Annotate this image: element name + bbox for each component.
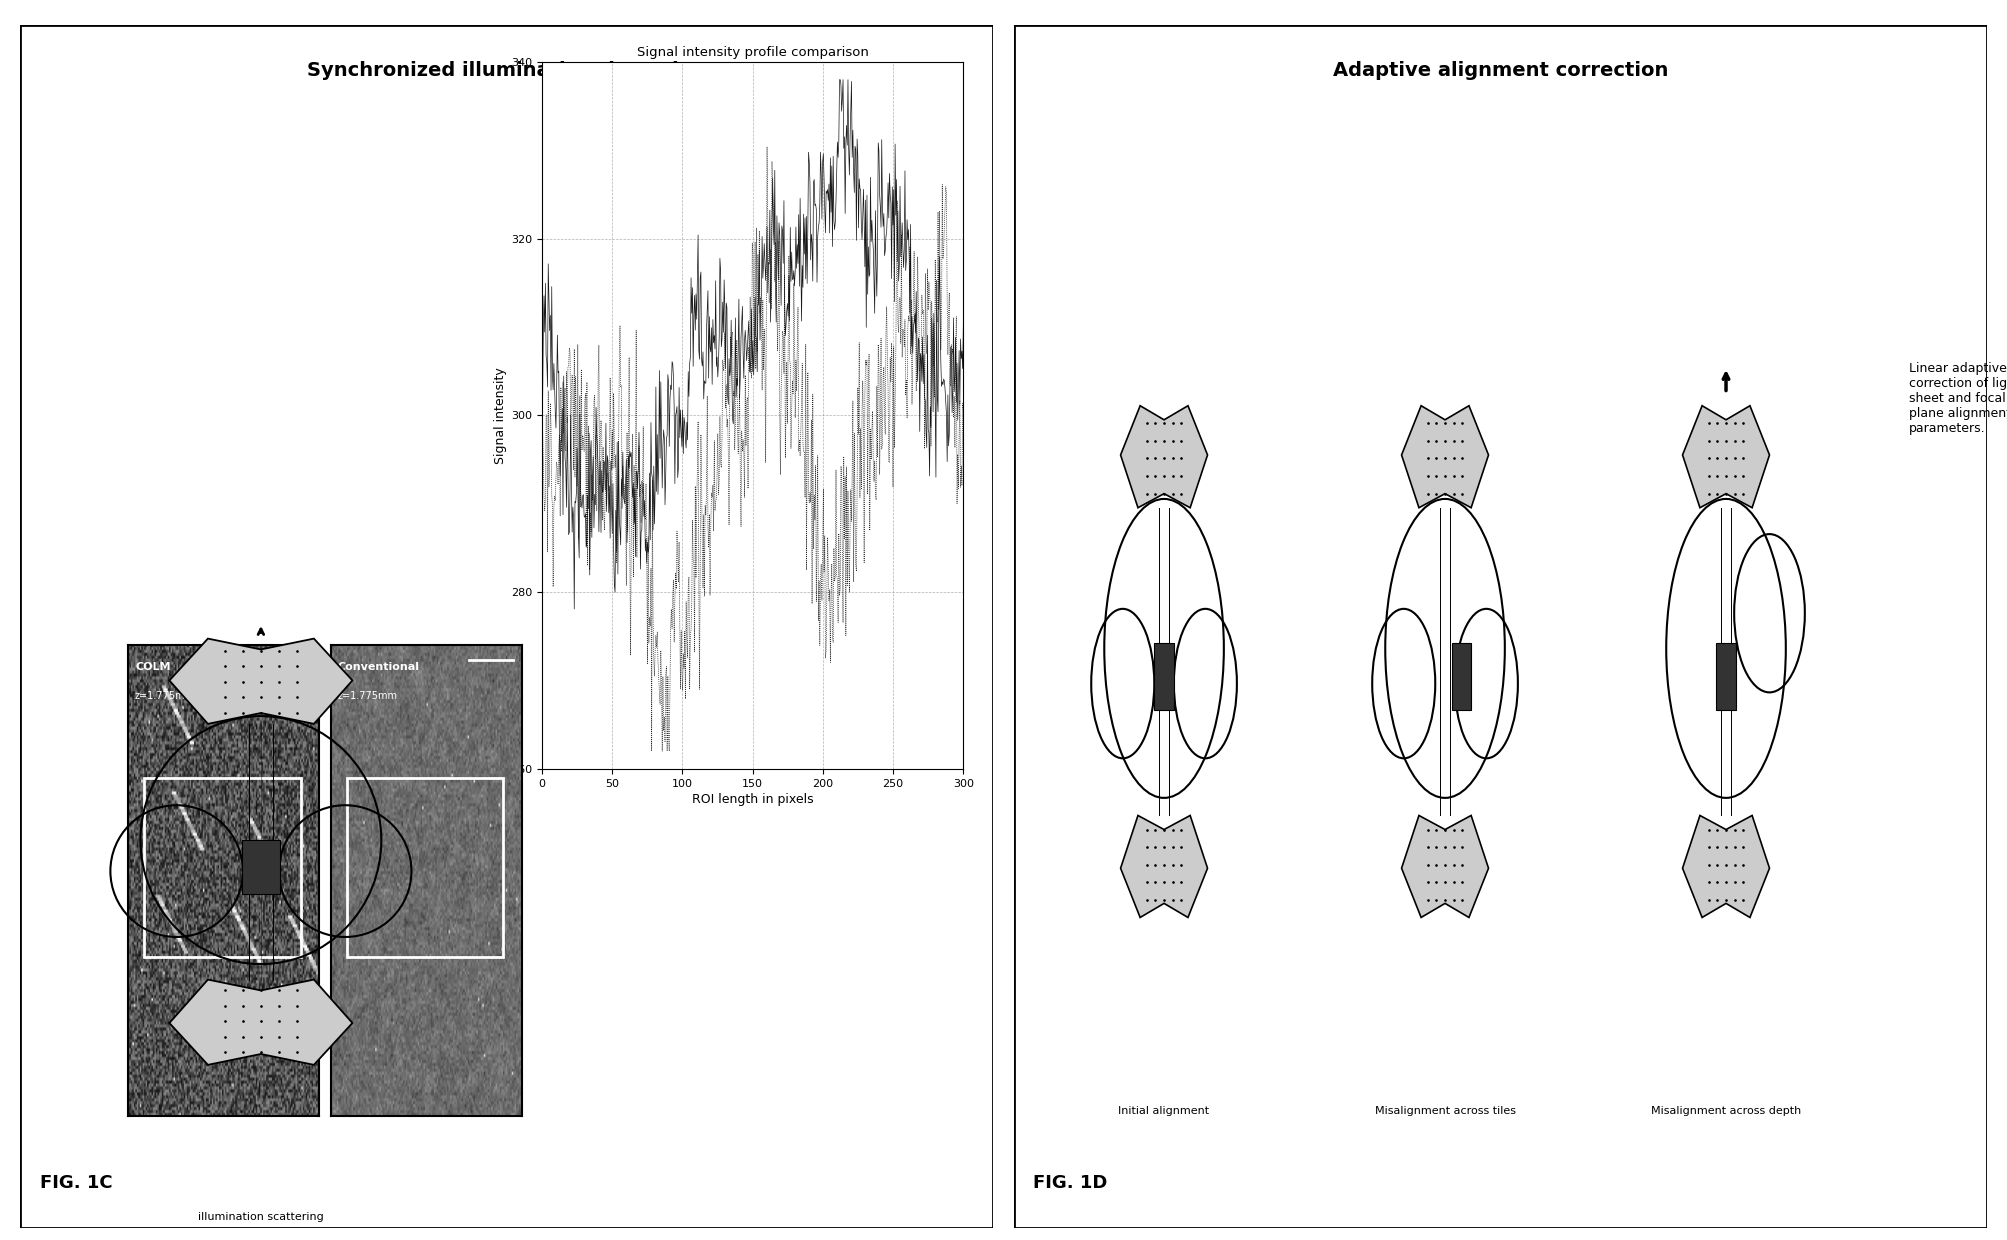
Y-axis label: Signal intensity: Signal intensity (494, 367, 506, 464)
Polygon shape (169, 639, 353, 724)
Text: z=1.775mm: z=1.775mm (337, 691, 397, 702)
Polygon shape (1401, 405, 1489, 507)
Text: FIG. 1D: FIG. 1D (1034, 1173, 1108, 1192)
Title: Signal intensity profile comparison: Signal intensity profile comparison (636, 46, 869, 60)
Text: z=1.775mm: z=1.775mm (134, 691, 195, 702)
Bar (1716, 644, 1736, 711)
FancyBboxPatch shape (1014, 25, 1987, 1228)
Polygon shape (1682, 405, 1770, 507)
Text: Initial alignment: Initial alignment (1118, 1106, 1210, 1116)
X-axis label: ROI length in pixels: ROI length in pixels (692, 792, 813, 806)
Text: Adaptive alignment correction: Adaptive alignment correction (1333, 61, 1668, 79)
Polygon shape (169, 980, 353, 1065)
Bar (1451, 644, 1471, 711)
Polygon shape (1682, 816, 1770, 918)
Bar (241, 841, 281, 894)
Bar (347, 779, 504, 957)
Polygon shape (1401, 816, 1489, 918)
Text: COLM: COLM (134, 662, 171, 672)
Polygon shape (1120, 816, 1208, 918)
Polygon shape (1120, 405, 1208, 507)
FancyBboxPatch shape (20, 25, 993, 1228)
Text: Synchronized illumination-detection: Synchronized illumination-detection (307, 61, 706, 79)
Text: illumination scattering: illumination scattering (199, 1213, 323, 1223)
Text: Misalignment across depth: Misalignment across depth (1652, 1106, 1800, 1116)
Text: Conventional: Conventional (337, 662, 419, 672)
Bar (145, 779, 301, 957)
Text: Misalignment across tiles: Misalignment across tiles (1375, 1106, 1515, 1116)
Text: FIG. 1C: FIG. 1C (40, 1173, 112, 1192)
Bar (1154, 644, 1174, 711)
Text: Linear adaptive
correction of light-
sheet and focal
plane alignment
parameters.: Linear adaptive correction of light- she… (1909, 362, 2007, 434)
